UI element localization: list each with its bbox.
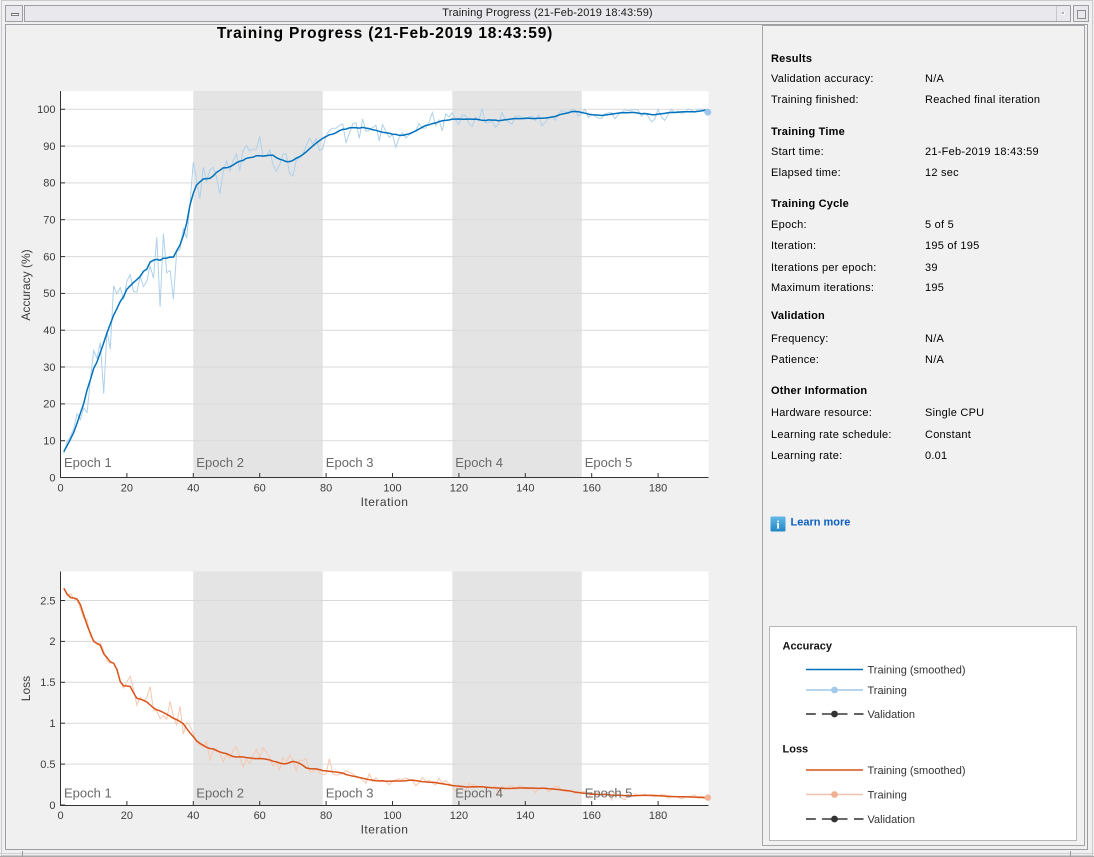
svg-text:120: 120 <box>450 483 468 495</box>
svg-text:180: 180 <box>649 483 667 495</box>
svg-text:0: 0 <box>57 810 63 822</box>
svg-text:Epoch 5: Epoch 5 <box>585 786 633 801</box>
svg-text:2.5: 2.5 <box>40 595 55 607</box>
svg-text:Iteration: Iteration <box>361 823 409 837</box>
svg-text:60: 60 <box>43 251 55 263</box>
svg-text:0.5: 0.5 <box>40 759 55 771</box>
svg-text:40: 40 <box>187 810 199 822</box>
svg-text:2: 2 <box>49 636 55 648</box>
svg-text:Iteration: Iteration <box>361 495 409 509</box>
svg-text:70: 70 <box>43 215 55 227</box>
svg-text:Loss: Loss <box>19 676 33 701</box>
svg-text:30: 30 <box>43 362 55 374</box>
svg-text:1: 1 <box>49 718 55 730</box>
svg-text:60: 60 <box>254 810 266 822</box>
svg-text:0: 0 <box>49 800 55 812</box>
svg-text:60: 60 <box>254 483 266 495</box>
svg-text:Epoch 2: Epoch 2 <box>196 455 244 470</box>
svg-text:180: 180 <box>649 810 667 822</box>
svg-text:0: 0 <box>57 483 63 495</box>
svg-text:Epoch 4: Epoch 4 <box>455 786 503 801</box>
svg-text:100: 100 <box>383 483 401 495</box>
svg-text:Epoch 4: Epoch 4 <box>455 455 503 470</box>
svg-text:140: 140 <box>516 483 534 495</box>
svg-text:Accuracy (%): Accuracy (%) <box>19 249 33 320</box>
svg-text:100: 100 <box>37 104 55 116</box>
svg-text:80: 80 <box>320 483 332 495</box>
svg-text:Training (smoothed): Training (smoothed) <box>868 765 966 777</box>
svg-text:Training: Training <box>868 790 907 802</box>
svg-text:160: 160 <box>583 810 601 822</box>
svg-text:Training (smoothed): Training (smoothed) <box>868 665 966 677</box>
svg-text:10: 10 <box>43 436 55 448</box>
svg-text:Epoch 1: Epoch 1 <box>64 786 112 801</box>
svg-text:20: 20 <box>43 399 55 411</box>
svg-text:Learn more: Learn more <box>791 517 851 529</box>
svg-text:Validation: Validation <box>868 709 916 721</box>
svg-text:50: 50 <box>43 288 55 300</box>
svg-text:120: 120 <box>450 810 468 822</box>
svg-text:Epoch 5: Epoch 5 <box>585 455 633 470</box>
svg-text:Loss: Loss <box>783 744 809 756</box>
svg-text:i: i <box>776 518 780 532</box>
svg-text:Epoch 1: Epoch 1 <box>64 455 112 470</box>
svg-text:Validation: Validation <box>868 814 916 826</box>
svg-text:20: 20 <box>121 483 133 495</box>
svg-text:160: 160 <box>583 483 601 495</box>
svg-text:20: 20 <box>121 810 133 822</box>
svg-text:40: 40 <box>43 325 55 337</box>
svg-text:90: 90 <box>43 141 55 153</box>
svg-text:100: 100 <box>383 810 401 822</box>
svg-text:Epoch 3: Epoch 3 <box>326 786 374 801</box>
svg-text:Epoch 3: Epoch 3 <box>326 455 374 470</box>
svg-text:40: 40 <box>187 483 199 495</box>
svg-text:80: 80 <box>320 810 332 822</box>
svg-text:80: 80 <box>43 178 55 190</box>
svg-text:Training: Training <box>868 685 907 697</box>
svg-text:Epoch 2: Epoch 2 <box>196 786 244 801</box>
svg-text:0: 0 <box>49 472 55 484</box>
svg-text:1.5: 1.5 <box>40 677 55 689</box>
svg-text:140: 140 <box>516 810 534 822</box>
svg-text:Accuracy: Accuracy <box>783 641 833 653</box>
